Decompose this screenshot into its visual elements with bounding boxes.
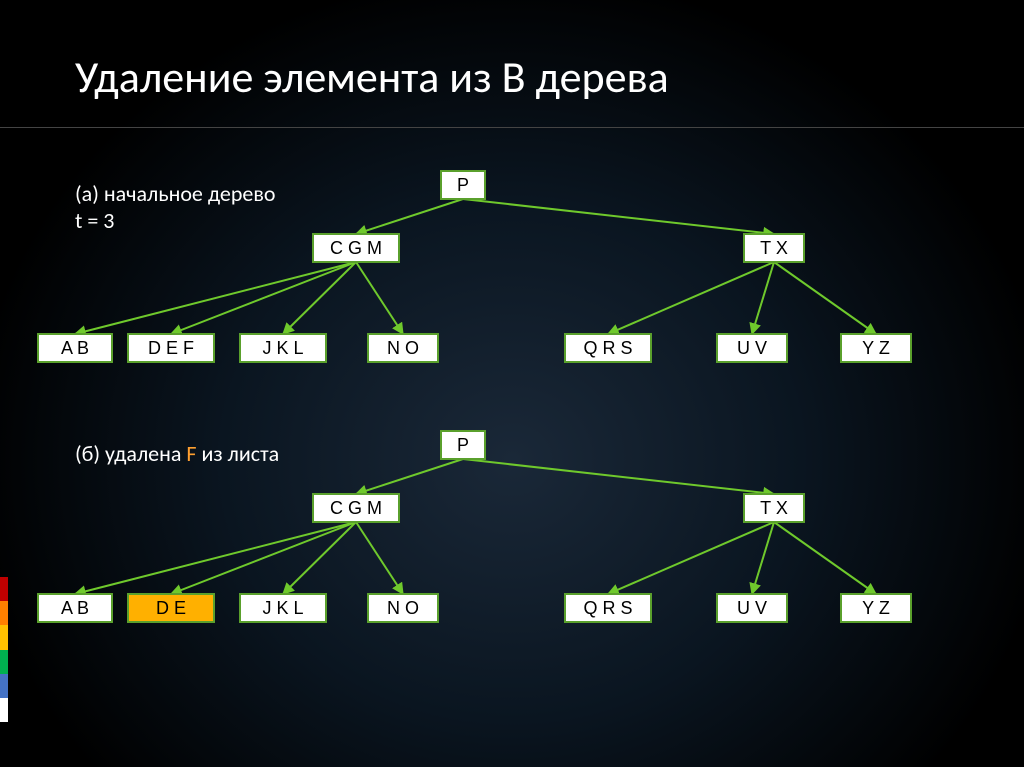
stripe-segment [0,674,8,698]
tree-edge [463,459,774,494]
tree-node: N O [368,594,438,622]
tree-node: C G M [313,234,399,262]
tree-node: N O [368,334,438,362]
tree-node: A B [38,594,112,622]
svg-text:U V: U V [737,598,767,618]
svg-text:U V: U V [737,338,767,358]
stripe-segment [0,698,8,722]
svg-text:J K L: J K L [262,598,303,618]
stripe-segment [0,650,8,674]
svg-text:T X: T X [760,238,788,258]
svg-text:A B: A B [61,338,89,358]
tree-node: J K L [240,594,326,622]
svg-text:J K L: J K L [262,338,303,358]
svg-text:Y Z: Y Z [862,598,890,618]
tree-node: U V [717,594,787,622]
tree-edge [283,522,356,594]
tree-edge [463,199,774,234]
tree-node: Q R S [565,594,651,622]
tree-node: Y Z [841,334,911,362]
stripe-segment [0,601,8,625]
tree-node: U V [717,334,787,362]
tree-node: Y Z [841,594,911,622]
accent-stripe [0,577,8,722]
tree-edge [283,262,356,334]
tree-edge [356,459,463,494]
svg-text:A B: A B [61,598,89,618]
svg-text:Q R S: Q R S [583,338,632,358]
tree-edge [356,262,403,334]
tree-edge [356,522,403,594]
tree-node: T X [744,494,804,522]
tree-edge [608,262,774,334]
tree-node: D E [128,594,214,622]
tree-edge [171,262,356,334]
svg-text:N O: N O [387,338,419,358]
tree-node: C G M [313,494,399,522]
svg-text:P: P [457,435,469,455]
tree-node: A B [38,334,112,362]
tree-node: D E F [128,334,214,362]
svg-text:D E F: D E F [148,338,194,358]
tree-node: Q R S [565,334,651,362]
tree-edge [356,199,463,234]
tree-edge [608,522,774,594]
tree-edge [774,522,876,594]
svg-text:Y Z: Y Z [862,338,890,358]
tree-edge [752,262,774,334]
svg-text:T X: T X [760,498,788,518]
svg-text:C G M: C G M [330,238,382,258]
stripe-segment [0,625,8,649]
svg-text:P: P [457,175,469,195]
stripe-segment [0,577,8,601]
tree-node: J K L [240,334,326,362]
svg-text:N O: N O [387,598,419,618]
tree-edge [171,522,356,594]
tree-edge [774,262,876,334]
tree-node: T X [744,234,804,262]
tree-diagram: P C G M T X A B D E F J K L N O Q R S U V Y Z P C G… [0,0,1024,767]
tree-edge [75,522,356,594]
tree-node: P [441,431,485,459]
svg-text:D E: D E [156,598,186,618]
tree-edge [75,262,356,334]
tree-node: P [441,171,485,199]
svg-text:C G M: C G M [330,498,382,518]
tree-edge [752,522,774,594]
svg-text:Q R S: Q R S [583,598,632,618]
